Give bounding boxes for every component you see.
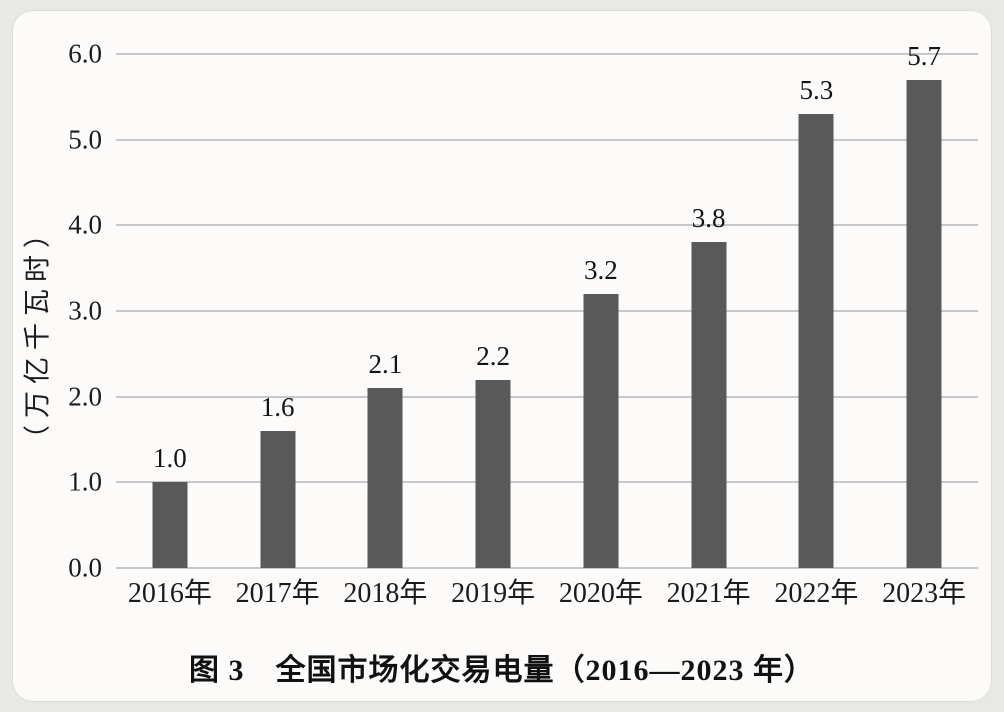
bar-value-label: 5.7 <box>907 40 941 71</box>
bar <box>260 430 296 568</box>
bar-value-label: 1.6 <box>260 391 295 422</box>
x-tick-label: 2021年 <box>666 578 751 609</box>
x-tick-label: 2020年 <box>558 578 643 609</box>
gridline <box>116 567 978 569</box>
gridline <box>116 395 978 398</box>
y-tick-label: 4.0 <box>68 209 102 240</box>
chart-card: （万亿千瓦时） 0.0 1.0 2.0 3.0 4.0 5.0 6.0 1.0 2016年 1.6… <box>13 11 991 701</box>
y-tick-label: 5.0 <box>68 124 102 155</box>
bar-group: 3.2 2020年 <box>547 54 655 607</box>
y-axis-title: （万亿千瓦时） <box>22 214 53 452</box>
gridline <box>116 481 978 484</box>
bar-value-label: 3.8 <box>691 203 726 234</box>
x-tick-label: 2019年 <box>451 578 536 609</box>
bar <box>475 379 511 568</box>
bar <box>367 388 403 568</box>
x-tick-label: 2017年 <box>235 578 320 609</box>
bar-value-label: 2.2 <box>476 340 510 371</box>
bar <box>798 113 834 568</box>
x-tick-label: 2016年 <box>127 578 212 609</box>
gridline <box>116 310 978 312</box>
bar-value-label: 2.1 <box>368 349 403 380</box>
bar-group: 5.7 2023年 <box>870 42 978 607</box>
x-tick-label: 2023年 <box>882 578 967 609</box>
bar-group: 2.1 2018年 <box>332 54 440 608</box>
gridline <box>116 224 978 227</box>
gridline <box>116 138 978 141</box>
bar-group: 2.2 2019年 <box>439 54 547 607</box>
bar <box>691 242 727 568</box>
bar-value-label: 1.0 <box>153 443 187 474</box>
x-tick-label: 2018年 <box>343 578 428 609</box>
bar-group: 5.3 2022年 <box>763 54 871 607</box>
plot-area: 0.0 1.0 2.0 3.0 4.0 5.0 6.0 1.0 2016年 1.6 2017年 2.1… <box>68 40 978 608</box>
gridline <box>116 53 978 55</box>
bar-group: 1.6 2017年 <box>224 54 332 607</box>
bar <box>152 482 188 568</box>
bar-group: 1.0 2016年 <box>116 54 224 608</box>
bar-value-label: 3.2 <box>584 254 618 285</box>
y-tick-label: 2.0 <box>68 381 102 412</box>
bar <box>906 79 942 568</box>
y-tick-label: 3.0 <box>68 295 102 326</box>
y-tick-label: 1.0 <box>68 466 102 497</box>
bar-value-label: 5.3 <box>799 74 834 105</box>
y-tick-label: 0.0 <box>68 552 102 583</box>
chart-caption: 图 3 全国市场化交易电量（2016—2023 年） <box>189 654 815 687</box>
bar-group: 3.8 2021年 <box>655 54 763 608</box>
x-tick-label: 2022年 <box>774 578 859 609</box>
bar <box>583 293 619 568</box>
y-tick-label: 6.0 <box>68 38 102 69</box>
